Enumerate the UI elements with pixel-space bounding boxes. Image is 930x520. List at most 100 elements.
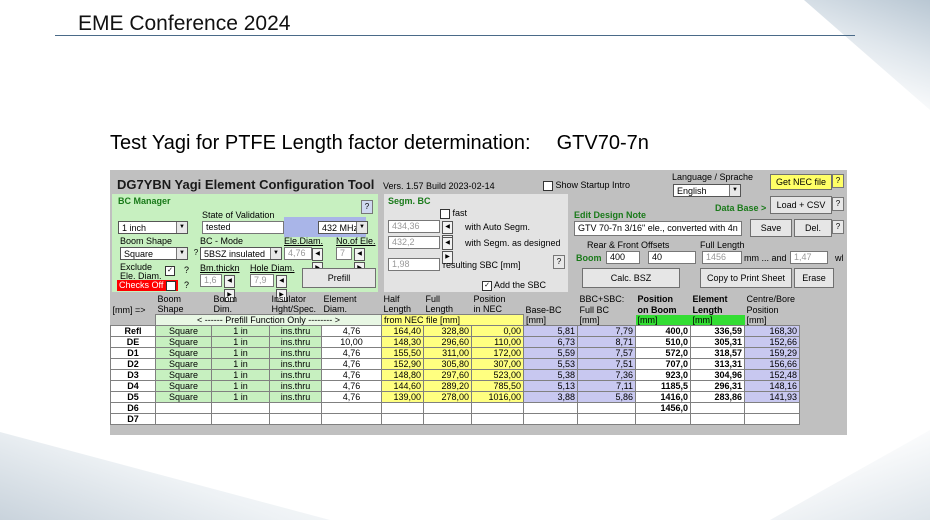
position-nec-cell[interactable]: 172,00 [471,347,524,359]
centre-bore-cell[interactable]: 159,29 [744,347,800,359]
checks-off-indicator[interactable]: Checks Off [117,280,178,291]
full-bc-cell[interactable]: 7,11 [577,380,636,392]
bc-mode-select[interactable]: 5BSZ insulated ▼ [200,247,282,260]
state-validation-field[interactable]: tested [202,221,284,234]
position-nec-cell[interactable]: 1016,00 [471,391,524,403]
segm-value-2[interactable]: 432,2 [388,236,440,249]
boom-dim-cell[interactable]: 1 in [211,380,270,392]
help-exclude[interactable]: ? [184,265,190,275]
bm-thick-field[interactable]: 1,6 [200,274,222,287]
half-length-cell[interactable]: 139,00 [381,391,424,403]
ele-diam-spinner[interactable]: ◀▶ [312,247,332,275]
fast-checkbox[interactable] [440,208,450,219]
help-boom-shape[interactable]: ? [193,248,199,257]
half-length-cell[interactable]: 148,80 [381,369,424,381]
element-diam-cell[interactable] [321,402,382,414]
element-diam-cell[interactable]: 4,76 [321,391,382,403]
position-nec-cell[interactable]: 0,00 [471,325,524,337]
element-length-cell[interactable] [690,402,745,414]
position-boom-cell[interactable]: 707,0 [635,358,691,370]
centre-bore-cell[interactable]: 156,66 [744,358,800,370]
element-length-cell[interactable]: 318,57 [690,347,745,359]
boom-dim-cell[interactable]: 1 in [211,325,270,337]
position-boom-cell[interactable]: 923,0 [635,369,691,381]
hole-diam-spinner[interactable]: ◀▶ [276,274,296,302]
position-boom-cell[interactable]: 1416,0 [635,391,691,403]
boom-dim-cell[interactable]: 1 in [211,358,270,370]
insulator-cell[interactable] [269,402,322,414]
full-length-cell[interactable]: 328,80 [423,325,472,337]
frequency-select[interactable]: 432 MHz ▼ [318,221,368,234]
full-bc-cell[interactable]: 5,86 [577,391,636,403]
no-ele-field[interactable]: 7 [336,247,352,260]
front-offset-field[interactable]: 40 [648,251,696,264]
calc-bsz-button[interactable]: Calc. BSZ [582,268,680,288]
arrow-left-icon[interactable]: ◀ [442,221,453,234]
insulator-cell[interactable]: ins.thru [269,380,322,392]
base-bc-cell[interactable]: 5,13 [523,380,578,392]
element-diam-cell[interactable]: 4,76 [321,325,382,337]
centre-bore-cell[interactable] [744,402,800,414]
copy-print-button[interactable]: Copy to Print Sheet [700,268,792,288]
base-bc-cell[interactable] [523,402,578,414]
element-diam-cell[interactable]: 4,76 [321,347,382,359]
boom-shape-cell[interactable]: Square [155,336,212,348]
startup-intro-toggle[interactable]: Show Startup Intro [543,180,630,191]
boom-dim-cell[interactable]: 1 in [211,336,270,348]
element-diam-cell[interactable]: 4,76 [321,369,382,381]
help-checks[interactable]: ? [184,280,190,290]
segm-value-1[interactable]: 434,36 [388,220,440,233]
insulator-cell[interactable]: ins.thru [269,358,322,370]
rear-offset-field[interactable]: 400 [606,251,640,264]
base-bc-cell[interactable]: 5,81 [523,325,578,337]
insulator-cell[interactable]: ins.thru [269,347,322,359]
checks-off-checkbox[interactable] [165,280,176,291]
element-length-cell[interactable]: 305,31 [690,336,745,348]
arrow-right-icon[interactable]: ▶ [224,289,235,302]
element-length-cell[interactable]: 283,86 [690,391,745,403]
half-length-cell[interactable]: 144,60 [381,380,424,392]
centre-bore-cell[interactable]: 148,16 [744,380,800,392]
full-length-cell[interactable] [423,413,472,425]
save-button[interactable]: Save [750,219,792,237]
help-bc-button[interactable]: ? [361,200,373,214]
load-csv-button[interactable]: Load + CSV [770,196,832,214]
position-boom-cell[interactable]: 572,0 [635,347,691,359]
boom-shape-cell[interactable]: Square [155,391,212,403]
centre-bore-cell[interactable] [744,413,800,425]
position-nec-cell[interactable]: 523,00 [471,369,524,381]
prefill-button[interactable]: Prefill [302,268,376,288]
ele-diam-field[interactable]: 4,76 [284,247,312,260]
language-select[interactable]: English ▼ [673,184,741,197]
arrow-left-icon[interactable]: ◀ [442,237,453,250]
full-length-cell[interactable]: 305,80 [423,358,472,370]
element-diam-cell[interactable]: 10,00 [321,336,382,348]
half-length-cell[interactable]: 148,30 [381,336,424,348]
arrow-left-icon[interactable]: ◀ [312,248,323,261]
base-bc-cell[interactable]: 5,38 [523,369,578,381]
element-length-cell[interactable]: 296,31 [690,380,745,392]
hole-diam-field[interactable]: 7,9 [250,274,274,287]
full-length-cell[interactable]: 311,00 [423,347,472,359]
boom-shape-cell[interactable]: Square [155,347,212,359]
insulator-cell[interactable]: ins.thru [269,369,322,381]
boom-dim-cell[interactable]: 1 in [211,391,270,403]
insulator-cell[interactable]: ins.thru [269,391,322,403]
base-bc-cell[interactable]: 6,73 [523,336,578,348]
add-sbc-toggle[interactable]: ✓ Add the SBC [482,280,546,291]
erase-button[interactable]: Erase [794,268,834,288]
centre-bore-cell[interactable]: 152,66 [744,336,800,348]
position-boom-cell[interactable] [635,413,691,425]
base-bc-cell[interactable]: 5,59 [523,347,578,359]
boom-shape-cell[interactable] [155,402,212,414]
full-bc-cell[interactable]: 7,36 [577,369,636,381]
position-boom-cell[interactable]: 400,0 [635,325,691,337]
element-diam-cell[interactable]: 4,76 [321,380,382,392]
arrow-left-icon[interactable]: ◀ [354,248,365,261]
boom-shape-cell[interactable]: Square [155,369,212,381]
no-ele-spinner[interactable]: ◀▶ [354,247,374,275]
boom-shape-cell[interactable]: Square [155,358,212,370]
position-nec-cell[interactable] [471,402,524,414]
full-bc-cell[interactable]: 7,51 [577,358,636,370]
arrow-right-icon[interactable]: ▶ [276,289,287,302]
